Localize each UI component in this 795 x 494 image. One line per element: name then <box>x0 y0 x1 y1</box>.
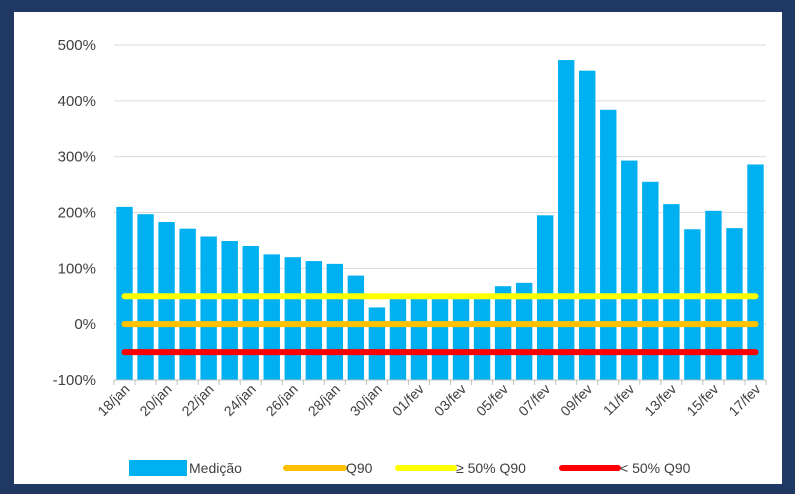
legend-label: ≥ 50% Q90 <box>456 460 526 476</box>
x-tick-label: 07/fev <box>515 381 553 419</box>
bar <box>557 60 575 380</box>
x-tick-label: 15/fev <box>683 381 721 419</box>
bar <box>347 275 365 380</box>
bar <box>747 164 764 380</box>
x-tick-label: 28/jan <box>305 381 343 419</box>
y-tick-label: 200% <box>58 205 96 222</box>
bar <box>242 246 259 380</box>
bar <box>600 109 617 381</box>
bar <box>684 229 701 380</box>
bar <box>663 204 680 380</box>
x-tick-label: 11/fev <box>600 381 638 419</box>
x-tick-label: 26/jan <box>263 381 301 419</box>
bar <box>515 282 533 380</box>
threshold-lines <box>121 293 759 356</box>
x-tick-label: 24/jan <box>221 381 259 419</box>
y-tick-label: 500% <box>58 37 96 54</box>
legend-label: Medição <box>189 460 242 476</box>
x-tick-label: 18/jan <box>94 381 132 419</box>
x-tick-label: 05/fev <box>473 381 511 419</box>
y-tick-label: 300% <box>58 149 96 166</box>
x-tick-label: 17/fev <box>725 381 763 419</box>
bar <box>200 236 217 380</box>
bar <box>726 228 743 380</box>
x-tick-label: 20/jan <box>136 381 174 419</box>
bar <box>642 181 659 380</box>
bar <box>263 254 280 380</box>
legend: Medição Q90 ≥ 50% Q90 < 50% Q90 <box>129 460 691 476</box>
x-tick-label: 01/fev <box>389 381 427 419</box>
bar <box>494 286 512 380</box>
y-tick-label: 400% <box>58 93 96 110</box>
y-tick-label: -100% <box>53 372 96 389</box>
bar <box>621 160 638 380</box>
bar <box>158 221 175 380</box>
bars <box>116 60 764 381</box>
y-axis-ticks: -100% 0% 100% 200% 300% 400% 500% <box>53 37 96 389</box>
x-tick-label: 13/fev <box>641 381 679 419</box>
bar <box>368 307 386 380</box>
legend-label: < 50% Q90 <box>620 460 691 476</box>
bar <box>221 240 238 380</box>
bar <box>473 296 491 380</box>
x-tick-label: 30/jan <box>347 381 385 419</box>
bar <box>431 296 449 380</box>
bar <box>410 296 428 380</box>
y-tick-label: 100% <box>58 260 96 277</box>
chart-panel: -100% 0% 100% 200% 300% 400% 500% 18/jan 20/jan… <box>14 12 782 484</box>
bar <box>305 261 323 380</box>
bar <box>179 228 196 380</box>
bar <box>452 296 470 380</box>
y-tick-label: 0% <box>74 316 96 333</box>
x-tick-label: 09/fev <box>557 381 595 419</box>
bar <box>389 296 407 380</box>
legend-swatch <box>129 460 187 476</box>
x-axis-ticks: 18/jan 20/jan 22/jan 24/jan 26/jan 28/jan 30/j… <box>94 379 767 419</box>
bar <box>579 70 596 380</box>
bar <box>284 257 301 380</box>
legend-label: Q90 <box>346 460 373 476</box>
chart: -100% 0% 100% 200% 300% 400% 500% 18/jan 20/jan… <box>53 37 767 476</box>
x-tick-label: 22/jan <box>178 381 216 419</box>
x-tick-label: 03/fev <box>431 381 469 419</box>
